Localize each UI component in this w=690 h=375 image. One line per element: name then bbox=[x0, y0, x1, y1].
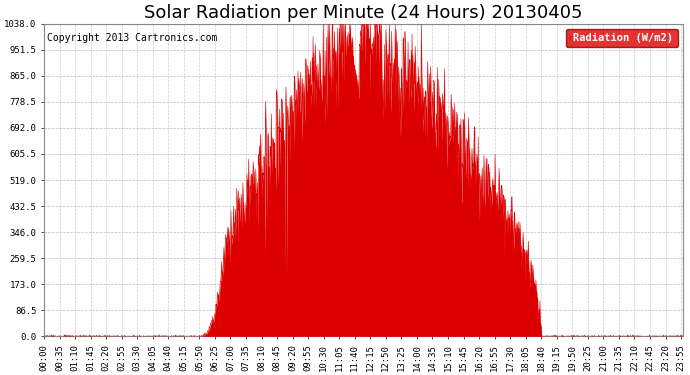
Text: Copyright 2013 Cartronics.com: Copyright 2013 Cartronics.com bbox=[47, 33, 217, 43]
Legend: Radiation (W/m2): Radiation (W/m2) bbox=[566, 29, 678, 47]
Title: Solar Radiation per Minute (24 Hours) 20130405: Solar Radiation per Minute (24 Hours) 20… bbox=[144, 4, 582, 22]
